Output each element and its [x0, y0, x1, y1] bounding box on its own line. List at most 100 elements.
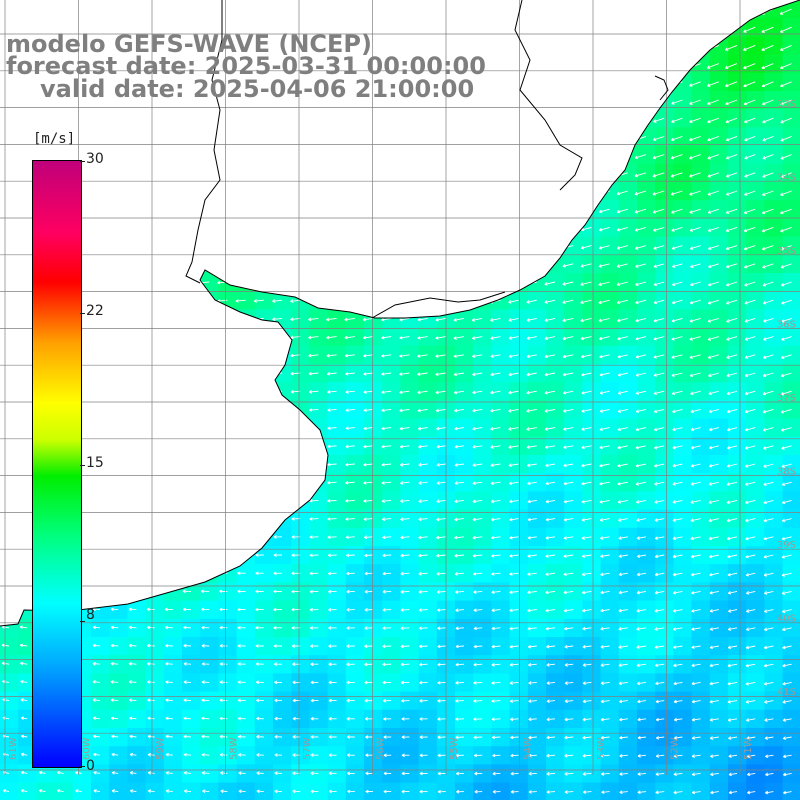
- wind-arrow: [416, 44, 428, 50]
- wind-arrow: [653, 445, 665, 450]
- wind-arrow: [618, 608, 628, 613]
- wind-arrow: [672, 572, 683, 577]
- wind-arrow: [362, 281, 374, 286]
- wind-arrow: [255, 625, 264, 630]
- wind-speed-cell: [673, 709, 693, 729]
- wind-arrow: [110, 680, 119, 684]
- wind-speed-cell: [382, 473, 401, 492]
- wind-arrow: [453, 317, 465, 322]
- wind-arrow: [690, 408, 701, 414]
- wind-arrow: [236, 389, 246, 394]
- wind-arrow: [779, 8, 792, 15]
- wind-arrow: [219, 680, 228, 684]
- wind-arrow: [16, 7, 28, 12]
- wind-speed-cell: [546, 709, 565, 729]
- wind-speed-cell: [509, 455, 529, 474]
- wind-speed-cell: [0, 564, 19, 583]
- wind-arrow: [472, 463, 483, 467]
- wind-speed-cell: [127, 764, 147, 784]
- wind-arrow: [237, 734, 246, 739]
- wind-speed-cell: [236, 145, 256, 165]
- wind-speed-cell: [254, 637, 274, 656]
- wind-arrow: [20, 770, 28, 775]
- wind-arrow: [652, 208, 665, 214]
- wind-arrow: [653, 99, 665, 105]
- wind-arrow: [616, 281, 628, 287]
- wind-arrow: [18, 425, 28, 430]
- wind-arrow: [238, 789, 246, 794]
- wind-speed-cell: [91, 218, 110, 238]
- wind-arrow: [382, 680, 392, 685]
- wind-arrow: [162, 135, 173, 140]
- wind-speed-cell: [291, 509, 310, 529]
- wind-speed-cell: [509, 36, 529, 56]
- wind-arrow: [126, 226, 137, 230]
- wind-arrow: [582, 663, 592, 667]
- wind-speed-cell: [345, 473, 365, 492]
- wind-arrow: [580, 281, 592, 286]
- wind-arrow: [763, 554, 774, 559]
- wind-speed-cell: [273, 637, 292, 656]
- wind-speed-cell: [163, 491, 183, 511]
- wind-arrow: [364, 717, 374, 721]
- wind-speed-cell: [728, 673, 747, 693]
- wind-arrow: [382, 553, 392, 558]
- wind-speed-cell: [163, 618, 183, 638]
- valid-date: valid date: 2025-04-06 21:00:00: [40, 75, 475, 103]
- wind-arrow: [219, 644, 228, 648]
- wind-arrow: [147, 716, 155, 721]
- wind-arrow: [435, 245, 446, 249]
- wind-arrow: [490, 481, 501, 486]
- wind-arrow: [671, 281, 683, 287]
- wind-arrow: [708, 445, 719, 450]
- wind-speed-cell: [509, 582, 529, 602]
- wind-arrow: [707, 172, 719, 178]
- wind-speed-cell: [527, 455, 547, 474]
- wind-speed-cell: [309, 527, 329, 547]
- wind-arrow: [690, 463, 701, 468]
- wind-speed-cell: [709, 91, 729, 110]
- wind-speed-cell: [564, 309, 583, 329]
- wind-arrow: [273, 607, 283, 612]
- wind-speed-cell: [637, 509, 656, 529]
- wind-speed-cell: [309, 637, 329, 656]
- wind-arrow: [19, 589, 28, 593]
- wind-arrow: [780, 427, 792, 432]
- wind-arrow: [237, 680, 246, 685]
- wind-speed-cell: [600, 655, 620, 674]
- wind-speed-cell: [455, 200, 474, 219]
- wind-arrow: [0, 26, 10, 30]
- wind-speed-cell: [746, 637, 765, 656]
- wind-speed-cell: [564, 728, 583, 747]
- wind-speed-cell: [145, 746, 165, 765]
- wind-arrow: [763, 663, 774, 668]
- wind-speed-cell: [109, 473, 128, 492]
- wind-speed-cell: [509, 527, 529, 547]
- wind-arrow: [598, 299, 610, 305]
- wind-arrow: [417, 390, 428, 395]
- wind-speed-cell: [418, 709, 438, 729]
- wind-speed-cell: [691, 527, 711, 547]
- wind-speed-cell: [145, 418, 165, 438]
- wind-speed-cell: [218, 382, 238, 401]
- wind-arrow: [398, 117, 410, 122]
- wind-speed-cell: [455, 582, 474, 602]
- wind-arrow: [637, 699, 647, 704]
- wind-arrow: [108, 207, 119, 212]
- wind-arrow: [745, 627, 756, 631]
- wind-speed-cell: [127, 145, 147, 165]
- wind-speed-cell: [309, 200, 329, 219]
- wind-arrow: [691, 663, 701, 668]
- wind-arrow: [654, 499, 665, 504]
- wind-arrow: [544, 408, 556, 413]
- wind-arrow: [763, 317, 774, 323]
- wind-speed-cell: [163, 218, 183, 238]
- wind-arrow: [600, 554, 610, 558]
- wind-arrow: [310, 662, 319, 667]
- wind-speed-cell: [527, 782, 547, 800]
- wind-speed-cell: [364, 600, 383, 620]
- wind-arrow: [619, 754, 628, 758]
- wind-speed-cell: [364, 455, 383, 474]
- wind-speed-cell: [18, 782, 37, 800]
- wind-arrow: [727, 572, 738, 577]
